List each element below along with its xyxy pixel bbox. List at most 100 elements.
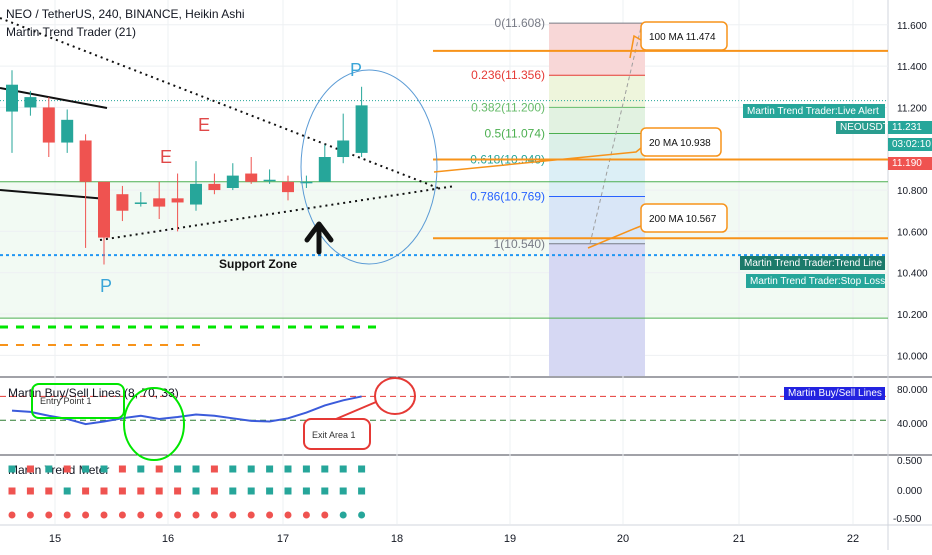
meter-square [45,487,53,495]
price-tick-label: 10.800 [897,186,928,197]
candle-body [282,181,294,193]
time-tick-label: 20 [617,533,629,545]
exit-callout-box [303,418,371,450]
meter-square [63,465,71,473]
candle-body [300,181,313,184]
candle-body [24,97,37,108]
meter-square [302,487,310,495]
fib-zone [549,159,645,197]
time-tick-label: 16 [162,533,174,545]
candle-body [6,84,18,112]
meter-square [45,465,53,473]
candle-body [337,140,350,158]
callout-pointer [433,147,642,173]
fib-extension-zone [549,243,645,376]
time-tick-label: 19 [504,533,516,545]
candle-body [134,202,147,204]
buy-sell-line [11,395,362,426]
fib-trend-line [589,23,643,244]
entry-circle [123,387,185,461]
up-arrow-icon [304,221,334,255]
candle-body [245,173,258,182]
fib-level-label: 0(11.608) [495,16,545,30]
live-alert-tag-bg [743,104,885,118]
candle-body [98,181,110,238]
meter-dot [358,511,366,519]
meter-square [247,465,255,473]
meter-square [358,487,366,495]
callout-box [640,203,728,233]
callout-text: 20 MA 10.938 [649,138,711,149]
pattern-ellipse [300,69,438,265]
meter-dot [192,511,200,519]
candle-body [208,183,221,191]
time-tick-label: 15 [49,533,61,545]
price-tick-label: 10.400 [897,269,928,280]
meter-dot [247,511,255,519]
candle-body [153,198,166,207]
stop-loss-tag-bg [746,274,885,288]
meter-square [321,465,329,473]
meter-dot [63,511,71,519]
meter-dot [266,511,274,519]
descending-trendline [0,17,439,189]
meter-square [100,487,108,495]
meter-dot [82,511,90,519]
exit-pointer [335,401,377,420]
meter-square [155,465,163,473]
support-zone-band [0,181,888,319]
support-zone-label: Support Zone [219,257,297,271]
osc-tick-label: 40.000 [897,419,928,430]
elliott-label-e: E [198,115,210,135]
meter-title: Martin Trend Meter [8,463,109,477]
countdown-tag: 03:02:10 [892,139,931,150]
support-line [0,189,108,200]
time-tick-label: 21 [733,533,745,545]
meter-square [210,465,218,473]
fib-zone [549,75,645,108]
elliott-label-p: P [100,276,112,296]
price-tick-label: 11.600 [897,21,927,32]
symbol-tag: NEOUSDT [840,122,889,133]
meter-dot [137,511,145,519]
candle-body [190,183,202,205]
fib-level-label: 0.786(10.769) [470,189,545,203]
meter-square [210,487,218,495]
meter-square [192,487,200,495]
meter-square [174,487,182,495]
candle-body [318,157,331,182]
price-tick-label: 10.000 [897,351,928,362]
meter-square [63,487,71,495]
meter-square [358,465,366,473]
meter-square [229,487,237,495]
meter-square [8,487,16,495]
exit-circle [374,377,416,415]
time-tick-label: 17 [277,533,289,545]
meter-square [302,465,310,473]
callout-box [640,127,722,157]
symbol-tag-bg [836,121,885,134]
meter-square [339,465,347,473]
trend-line-tag-bg [740,256,885,270]
meter-dot [302,511,310,519]
callout-pointer [629,34,642,59]
meter-dot [284,511,292,519]
countdown-tag-bg [888,138,932,151]
meter-square [82,465,90,473]
symbol-price-tag: 11.231 [892,122,922,133]
fib-zone [549,107,645,134]
price-tick-label: 11.200 [897,103,927,114]
meter-square [118,487,126,495]
callout-text: 100 MA 11.474 [649,32,716,43]
meter-square [26,487,34,495]
candle-body [61,119,74,143]
meter-dot [26,511,34,519]
candle-body [42,107,55,143]
buysell-legend-tag-bg [784,387,885,400]
callout-text: 200 MA 10.567 [649,214,717,225]
chart-header: NEO / TetherUS, 240, BINANCE, Heikin Ash… [6,7,245,39]
meter-dot [339,511,347,519]
meter-tick-label: 0.500 [897,456,922,467]
